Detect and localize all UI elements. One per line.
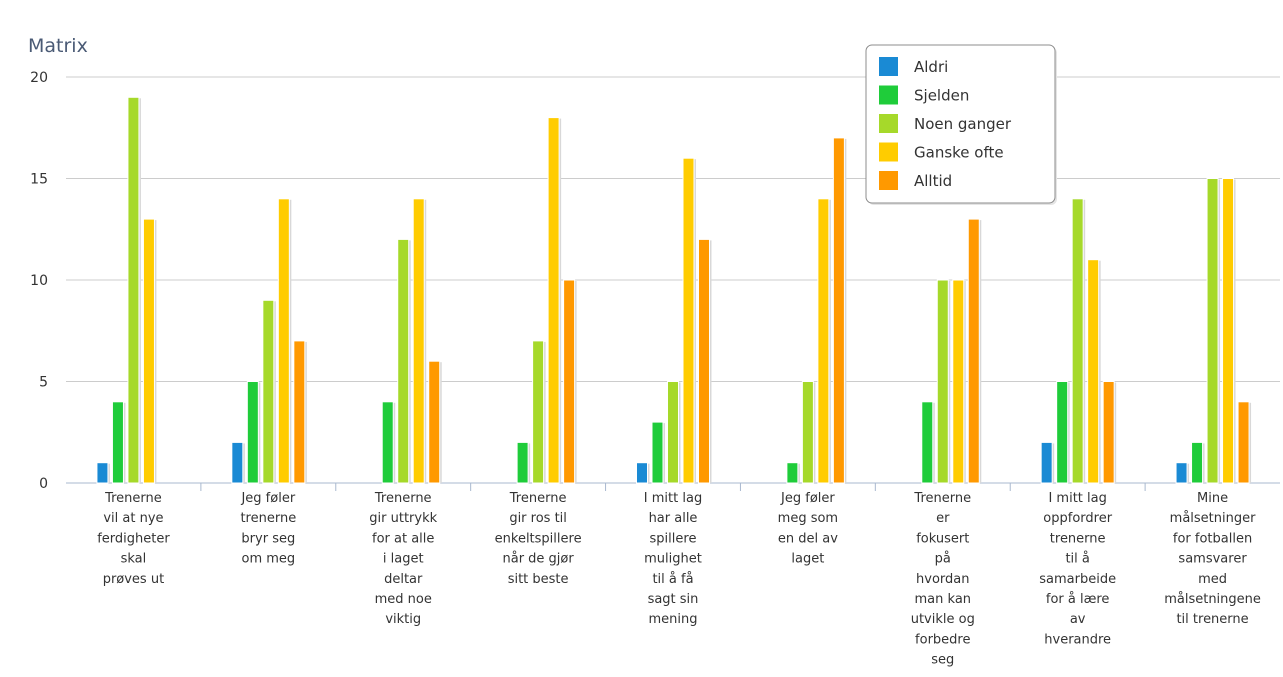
bar <box>1206 178 1219 484</box>
bar <box>381 401 394 484</box>
bar <box>651 421 664 484</box>
bar <box>127 96 140 484</box>
legend-swatch <box>879 57 898 76</box>
legend: Aldri Sjelden Noen ganger Ganske ofte Alltid <box>865 44 1057 205</box>
bar <box>111 401 124 484</box>
bar <box>246 381 259 484</box>
bar <box>682 157 695 484</box>
x-tick-label: Trenerne gir uttrykk for at alle i laget del… <box>369 491 437 627</box>
bar <box>636 462 648 484</box>
legend-label: Noen ganger <box>914 115 1012 133</box>
x-tick-label: Trenerne er fokusert på hvordan man kan utvikl… <box>911 491 975 668</box>
chart-title: Matrix <box>28 35 88 57</box>
bar <box>563 279 576 484</box>
bar <box>667 381 679 484</box>
bar <box>786 462 799 484</box>
legend-swatch <box>879 142 898 162</box>
y-tick-label: 10 <box>30 273 48 289</box>
bar <box>1175 462 1188 484</box>
bar <box>516 441 529 484</box>
bar <box>952 279 965 484</box>
legend-swatch <box>879 85 898 105</box>
legend-swatch <box>879 114 898 133</box>
x-axis: Trenerne vil at nye ferdigheter skal prøves … <box>97 483 1261 668</box>
y-tick-label: 15 <box>30 172 48 188</box>
x-tick-label: Jeg føler trenerne bryr seg om meg <box>240 491 296 567</box>
bar <box>96 462 109 484</box>
bar <box>142 218 155 484</box>
bar <box>277 198 290 484</box>
x-tick-label: Mine målsetninger for fotballen samsvarer me… <box>1164 491 1261 627</box>
bar <box>412 198 425 484</box>
y-tick-label: 20 <box>30 70 48 86</box>
bar <box>801 381 814 484</box>
bar <box>532 340 545 484</box>
legend-swatch <box>879 171 898 190</box>
bar <box>293 340 306 484</box>
legend-label: Ganske ofte <box>914 144 1004 162</box>
bar <box>832 137 845 484</box>
bar <box>698 238 710 484</box>
bar <box>1087 259 1100 484</box>
x-tick-label: Jeg føler meg som en del av laget <box>778 491 839 567</box>
bar <box>1237 401 1250 484</box>
bar <box>428 360 441 484</box>
bar <box>1222 178 1235 484</box>
bar <box>547 117 560 484</box>
bar <box>967 218 980 484</box>
bar <box>936 279 949 484</box>
legend-label: Sjelden <box>914 87 969 105</box>
bar <box>1191 441 1204 484</box>
bar <box>397 238 410 484</box>
bars <box>96 96 1252 484</box>
bar <box>231 441 244 484</box>
legend-label: Alltid <box>914 172 952 190</box>
legend-box <box>865 44 1056 204</box>
x-tick-label: Trenerne vil at nye ferdigheter skal prøves … <box>97 491 170 587</box>
bar <box>1056 381 1069 484</box>
y-tick-label: 0 <box>39 476 48 492</box>
x-tick-label: I mitt lag oppfordrer trenerne til å samarbe… <box>1039 491 1116 647</box>
y-axis: 0 5 10 15 20 <box>30 70 48 492</box>
x-tick-label: I mitt lag har alle spillere mulighet til å … <box>644 491 702 627</box>
bar <box>262 299 275 484</box>
bar <box>1071 198 1084 484</box>
bar <box>1102 381 1115 484</box>
bar <box>1040 441 1053 484</box>
legend-label: Aldri <box>914 58 948 76</box>
bar <box>817 198 830 484</box>
bar <box>921 401 934 484</box>
y-tick-label: 5 <box>39 375 48 391</box>
x-tick-label: Trenerne gir ros til enkeltspillere når de … <box>495 491 582 587</box>
